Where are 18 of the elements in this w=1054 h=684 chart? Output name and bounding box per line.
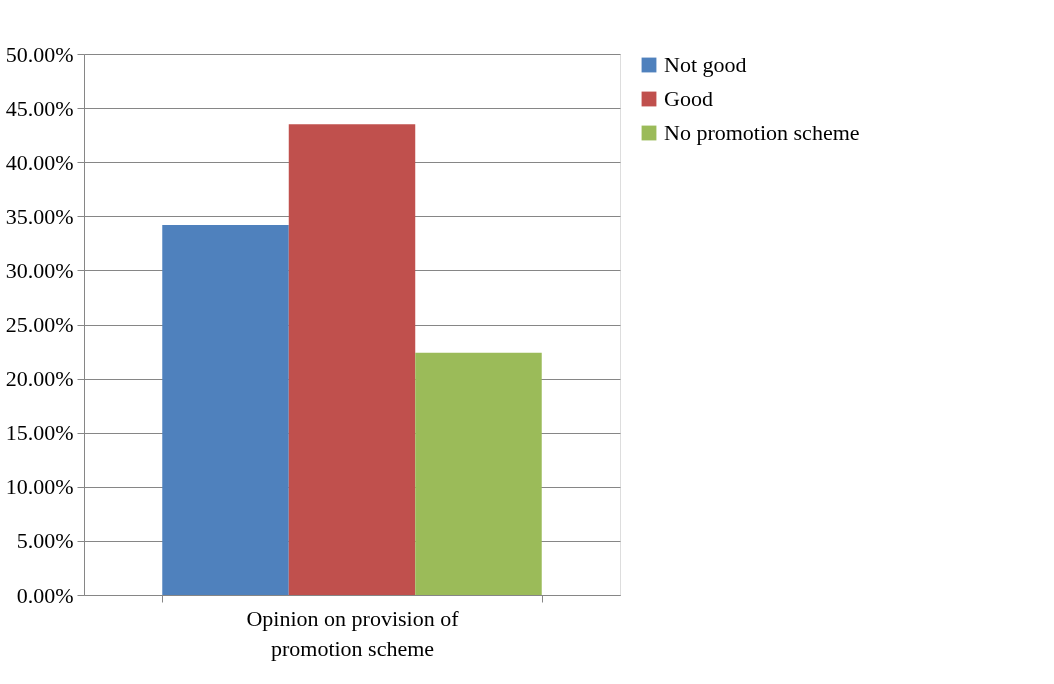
x-tick-label: Opinion on provision of promotion scheme [246,605,460,661]
y-tick-label: 30.00% [5,257,74,283]
legend-label: Good [664,86,713,111]
y-tick-label: 45.00% [5,95,74,121]
y-tick-label: 50.00% [5,41,74,67]
bar [415,352,542,595]
y-tick-label: 10.00% [5,474,74,500]
legend-label: No promotion scheme [664,120,860,145]
y-tick-label: 35.00% [5,203,74,229]
y-tick-label: 5.00% [16,528,74,554]
y-tick-label: 20.00% [5,366,74,392]
bar [162,224,289,595]
y-tick-label: 40.00% [5,149,74,175]
y-tick-label: 15.00% [5,420,74,446]
y-tick-label: 25.00% [5,312,74,337]
bar [288,124,416,595]
y-tick-label: 0.00% [16,582,74,608]
legend-label: Not good [664,52,747,77]
